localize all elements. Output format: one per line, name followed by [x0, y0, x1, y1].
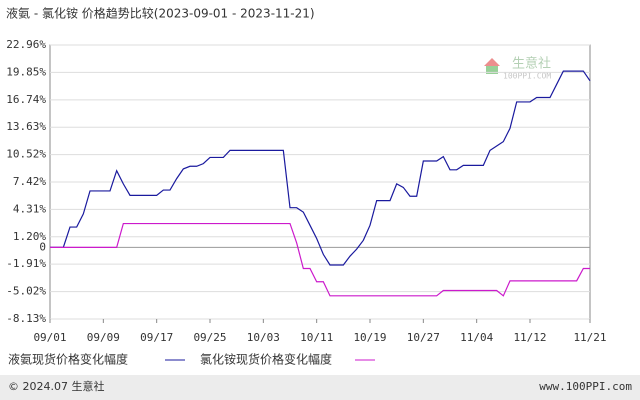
footer-copyright: © 2024.07 生意社	[8, 379, 104, 393]
x-tick-label: 11/12	[513, 331, 546, 344]
x-tick-label: 10/11	[300, 331, 333, 344]
y-tick-label: 22.96%	[6, 38, 46, 51]
watermark: 生意社 100PPI.COM	[484, 56, 551, 81]
y-tick-label: 4.31%	[13, 202, 46, 215]
x-tick-label: 09/01	[33, 331, 66, 344]
x-tick-label: 10/19	[353, 331, 386, 344]
y-tick-label: 16.74%	[6, 93, 46, 106]
y-tick-label: 0	[39, 240, 46, 253]
y-tick-label: -5.02%	[6, 285, 46, 298]
footer	[0, 375, 640, 400]
x-tick-label: 09/17	[140, 331, 173, 344]
y-tick-label: 1.20%	[13, 230, 46, 243]
x-tick-label: 09/25	[193, 331, 226, 344]
series-line	[50, 70, 591, 266]
y-tick-label: -1.91%	[6, 257, 46, 270]
chart-title: 液氨 - 氯化铵 价格趋势比较(2023-09-01 - 2023-11-21)	[6, 6, 315, 21]
y-tick-label: 10.52%	[6, 148, 46, 161]
x-tick-label: 10/27	[407, 331, 440, 344]
footer-website: www.100PPI.com	[539, 380, 632, 393]
y-tick-label: 19.85%	[6, 65, 46, 78]
watermark-logo	[486, 66, 498, 74]
watermark-site: 100PPI.COM	[503, 72, 551, 81]
x-tick-label: 09/09	[87, 331, 120, 344]
y-tick-label: 13.63%	[6, 120, 46, 133]
legend-label: 氯化铵现货价格变化幅度	[200, 352, 332, 367]
x-tick-label: 10/03	[247, 331, 280, 344]
series-line	[50, 222, 590, 297]
y-tick-label: -8.13%	[6, 312, 46, 325]
legend-label: 液氨现货价格变化幅度	[8, 352, 128, 367]
x-tick-label: 11/04	[460, 331, 493, 344]
watermark-logo	[484, 58, 500, 66]
x-tick-label: 11/21	[573, 331, 606, 344]
watermark-name: 生意社	[512, 56, 551, 72]
y-tick-label: 7.42%	[13, 175, 46, 188]
